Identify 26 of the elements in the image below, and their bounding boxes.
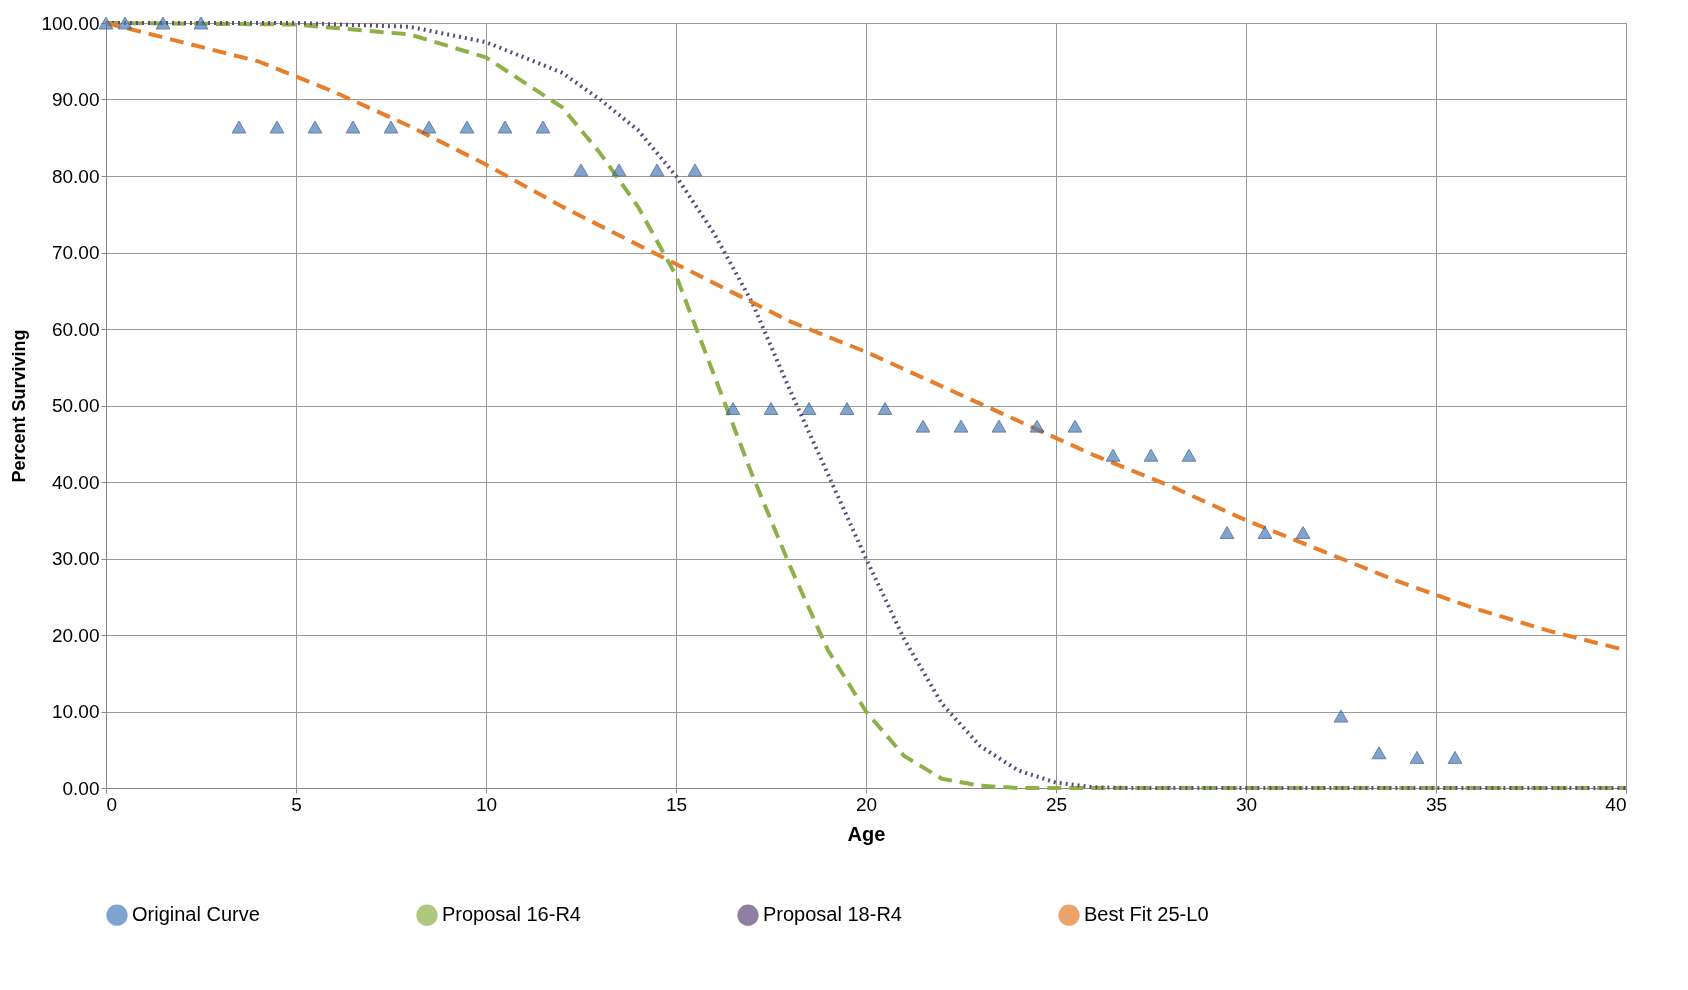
legend-label: Best Fit 25-L0: [1084, 903, 1209, 926]
y-tick-label: 50.00: [51, 395, 100, 416]
x-axis-title: Age: [847, 822, 886, 845]
x-tick-label: 10: [475, 793, 498, 815]
legend-label: Original Curve: [132, 903, 260, 926]
y-tick-label: 100.00: [41, 12, 100, 34]
y-tick-label: 60.00: [51, 318, 100, 340]
legend-label: Proposal 18-R4: [763, 903, 902, 926]
y-tick-label: 0.00: [62, 777, 100, 799]
y-tick-label: 90.00: [51, 89, 100, 110]
y-axis-title: Percent Surviving: [9, 329, 30, 483]
x-tick-label: 20: [855, 793, 878, 815]
x-tick-label: 0: [106, 793, 118, 815]
x-tick-label: 15: [665, 793, 688, 815]
y-tick-label: 30.00: [51, 548, 100, 569]
x-tick-label: 30: [1235, 793, 1258, 815]
y-tick-label: 40.00: [51, 471, 100, 493]
x-tick-label: 40: [1605, 793, 1627, 815]
y-tick-label: 20.00: [51, 624, 100, 646]
x-tick-label: 35: [1425, 793, 1448, 815]
legend-label: Proposal 16-R4: [442, 903, 581, 926]
y-tick-label: 80.00: [51, 165, 100, 187]
y-tick-label: 70.00: [51, 242, 100, 263]
x-tick-label: 25: [1045, 793, 1068, 815]
y-tick-label: 10.00: [51, 701, 100, 722]
x-tick-label: 5: [291, 793, 302, 815]
